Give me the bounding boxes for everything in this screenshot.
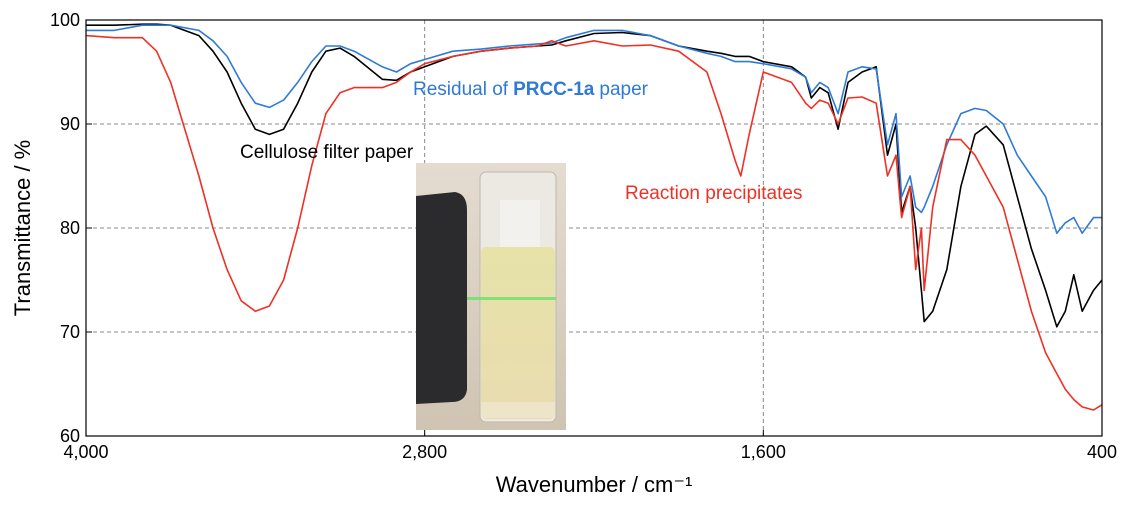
inset-photo bbox=[416, 163, 566, 430]
y-tick-label: 100 bbox=[50, 10, 80, 30]
series-label-part: Residual of bbox=[413, 79, 509, 100]
y-tick-label: 90 bbox=[60, 114, 80, 134]
series-label-part: Reaction precipitates bbox=[625, 183, 802, 204]
series-label: Reaction precipitates bbox=[625, 183, 802, 204]
series-label-part: PRCC-1a bbox=[513, 79, 595, 100]
series-label: Cellulose filter paper bbox=[240, 142, 414, 163]
y-tick-label: 60 bbox=[60, 426, 80, 446]
series-line bbox=[86, 23, 1103, 328]
lines bbox=[85, 23, 1103, 411]
series-label-part: paper bbox=[599, 79, 648, 100]
x-tick-label: 1,600 bbox=[741, 442, 786, 462]
x-tick-label: 4,000 bbox=[63, 442, 108, 462]
series-label-part: Cellulose filter paper bbox=[240, 142, 414, 163]
x-tick-label: 400 bbox=[1087, 442, 1117, 462]
x-axis-label: Wavenumber / cm⁻¹ bbox=[496, 472, 693, 497]
y-tick-label: 80 bbox=[60, 218, 80, 238]
series-label: Residual of PRCC-1a paper bbox=[413, 79, 649, 100]
series-line bbox=[86, 24, 1102, 234]
y-tick-label: 70 bbox=[60, 322, 80, 342]
y-axis-label: Transmittance / % bbox=[10, 140, 35, 316]
x-tick-label: 2,800 bbox=[402, 442, 447, 462]
series-line bbox=[85, 34, 1103, 411]
